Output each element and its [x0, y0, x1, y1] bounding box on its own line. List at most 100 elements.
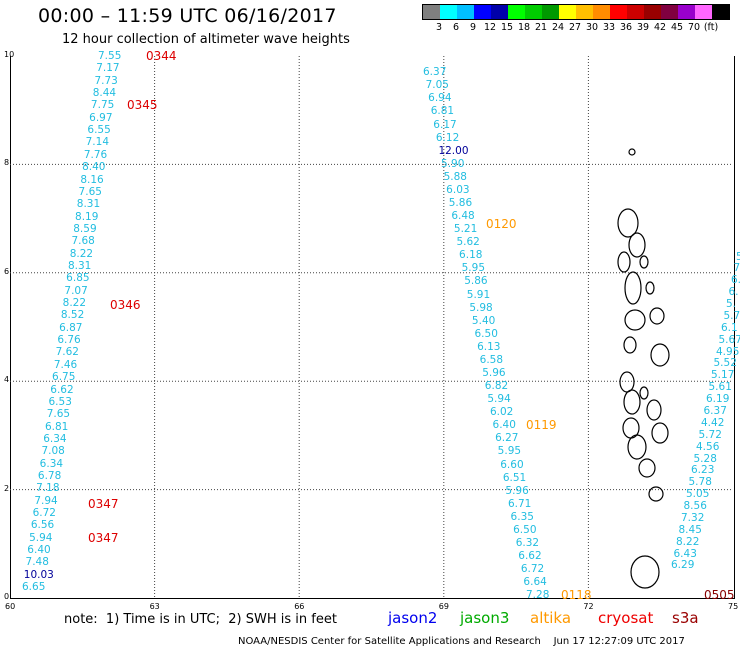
colorbar-label: 15	[500, 22, 514, 33]
swh-value: 6.32	[515, 536, 540, 549]
swh-value: 6.02	[489, 405, 514, 418]
atoll-outline	[639, 255, 649, 269]
swh-value: 6.85	[66, 272, 90, 285]
swh-value: 5.96	[505, 484, 529, 497]
atoll-outline	[617, 251, 631, 273]
swh-value: 6.1	[721, 321, 738, 334]
colorbar-swatch	[457, 5, 474, 19]
map-subtitle: 12 hour collection of altimeter wave hei…	[62, 32, 350, 47]
colorbar-label: 24	[551, 22, 565, 33]
swh-value: 6.72	[520, 562, 545, 575]
colorbar-swatch	[644, 5, 661, 19]
swh-value: 6.34	[43, 432, 67, 445]
swh-value: 6.29	[671, 559, 695, 572]
colorbar-swatch	[474, 5, 491, 19]
pass-time-label: 0345	[127, 97, 158, 112]
swh-value: 5.98	[469, 301, 493, 314]
swh-value: 5.40	[471, 314, 496, 327]
colorbar-swatch	[661, 5, 678, 19]
swh-value: 6.78	[37, 469, 62, 482]
colorbar-label: 33	[602, 22, 616, 33]
atoll-outline	[617, 208, 639, 238]
swh-value: 6.	[731, 274, 740, 287]
swh-value: 6.50	[513, 523, 537, 536]
swh-value: 7.68	[71, 235, 95, 248]
atoll-outline	[646, 399, 662, 421]
atoll-outline	[624, 309, 646, 331]
pass-time-label: 0344	[146, 49, 177, 63]
y-tick-label: 0	[4, 592, 10, 601]
colorbar-label: 3	[435, 22, 443, 33]
swh-value: 7.55	[98, 49, 122, 62]
swh-value: 6.56	[30, 519, 55, 532]
colorbar-labels: 3 6 9 12 15 18 21 24 27 30 33 36 39 42 45 70 (ft)	[422, 22, 732, 34]
pass-time-label: 0347	[88, 497, 119, 512]
swh-value: 5.88	[443, 170, 467, 183]
swh-value: 5.72	[698, 428, 722, 441]
wave-height-colorbar	[422, 4, 730, 20]
pass-time-label: 0347	[88, 531, 119, 546]
swh-value: 7.94	[34, 494, 58, 507]
swh-value: 5.90	[441, 157, 465, 170]
atoll-outline	[649, 307, 665, 325]
x-tick-label: 63	[149, 602, 160, 611]
legend-item-jason3: jason3	[460, 609, 510, 627]
swh-value: 6.17	[433, 118, 457, 131]
swh-value: 6.23	[691, 464, 715, 477]
swh-value: 6.12	[435, 131, 460, 144]
colorbar-label: 27	[568, 22, 582, 33]
swh-value: 5.94	[487, 392, 511, 405]
colorbar-swatch	[695, 5, 712, 19]
swh-value: 6.82	[484, 379, 509, 392]
swh-value: 7.17	[96, 62, 120, 75]
swh-value: 5.67	[718, 333, 740, 346]
swh-value: 6.72	[32, 506, 56, 519]
colorbar-label: 39	[636, 22, 650, 33]
colorbar-label: 9	[469, 22, 477, 33]
y-tick-label: 2	[4, 483, 10, 493]
legend-item-s3a: s3a	[672, 609, 699, 627]
atoll-outline	[619, 371, 635, 393]
swh-value: 6.55	[87, 123, 111, 136]
colorbar-swatch	[542, 5, 559, 19]
swh-value: 7.65	[46, 407, 71, 420]
swh-value: 5.	[726, 297, 737, 310]
swh-value: 6.65	[22, 580, 46, 593]
swh-value: 6.94	[428, 92, 452, 105]
colorbar-swatch	[508, 5, 525, 19]
swh-value: 5.96	[482, 366, 506, 379]
swh-value: 5.94	[29, 531, 53, 544]
swh-value: 8.31	[76, 197, 101, 210]
swh-value: 6.03	[446, 183, 470, 196]
colorbar-swatch	[712, 5, 729, 19]
swh-value: 6.	[728, 285, 739, 298]
colorbar-swatch	[593, 5, 610, 19]
swh-value: 7.07	[64, 284, 88, 297]
pass-time-label: 0120	[486, 217, 517, 232]
swh-value: 8.22	[676, 535, 700, 548]
swh-value: 6.97	[89, 111, 113, 124]
atoll-outline	[639, 386, 649, 400]
pass-time-label: 0505	[704, 588, 735, 603]
atoll-outline	[645, 281, 655, 295]
colorbar-swatch	[440, 5, 457, 19]
swh-value: 8.45	[678, 523, 702, 536]
swh-value: 8.22	[62, 296, 87, 309]
credit-line: NOAA/NESDIS Center for Satellite Applica…	[238, 636, 685, 647]
swh-value: 5.7	[723, 309, 740, 322]
swh-value: 6.37	[423, 66, 447, 78]
swh-value: 4.56	[696, 440, 720, 453]
swh-value: 8.19	[75, 210, 99, 223]
legend-item-jason2: jason2	[388, 609, 438, 627]
colorbar-swatch	[491, 5, 508, 19]
swh-value: 6.58	[479, 353, 504, 366]
swh-value: 5.62	[456, 235, 480, 248]
swh-value: 4.42	[701, 416, 725, 429]
swh-value: 7.65	[78, 185, 102, 198]
x-tick-label: 75	[728, 602, 739, 611]
pass-time-label: 0118	[561, 588, 592, 603]
atoll-outline	[638, 458, 656, 478]
y-tick-label: 4	[4, 375, 10, 385]
swh-value: 5.78	[688, 476, 712, 489]
atoll-outline	[628, 232, 646, 258]
